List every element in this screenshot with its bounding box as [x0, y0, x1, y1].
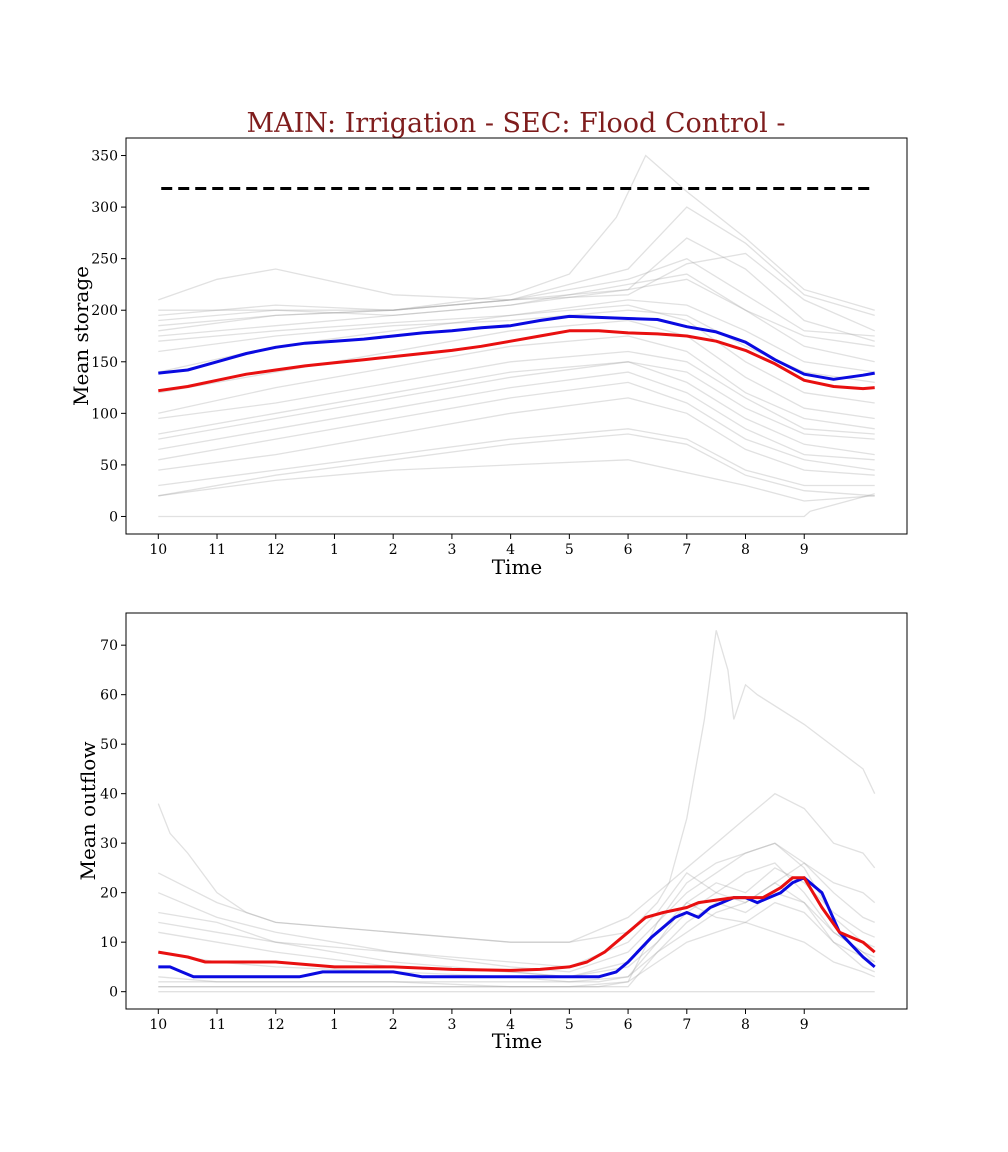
storage-y-tick-label: 300 [91, 200, 118, 216]
storage-background-line [158, 273, 875, 363]
outflow-background-line [158, 862, 876, 983]
storage-x-tick-label: 9 [800, 542, 809, 558]
outflow-x-tick-label: 6 [624, 1017, 633, 1033]
storage-highlight-lines [158, 314, 875, 393]
outflow-x-tick-label: 3 [447, 1017, 456, 1033]
storage-background-line [158, 371, 875, 461]
storage-background-line [158, 361, 875, 440]
storage-x-tick-label: 1 [330, 542, 339, 558]
storage-background-line [158, 381, 875, 471]
storage-y-tick-label: 100 [91, 406, 118, 422]
outflow-y-tick-label: 0 [109, 985, 118, 1001]
storage-y-tick-label: 0 [109, 509, 118, 525]
storage-y-axis-label: Mean storage [69, 266, 93, 406]
storage-x-tick-label: 2 [389, 542, 398, 558]
outflow-background-line [158, 842, 875, 988]
storage-y-tick-label: 250 [91, 252, 118, 268]
storage-x-tick-label: 3 [447, 542, 456, 558]
outflow-x-tick-label: 2 [389, 1017, 398, 1033]
outflow-y-tick-label: 70 [100, 638, 118, 654]
outflow-background-line [157, 630, 876, 943]
outflow-x-tick-label: 10 [149, 1017, 167, 1033]
outflow-x-tick-label: 5 [565, 1017, 574, 1033]
storage-background-line [158, 493, 875, 518]
storage-x-tick-label: 8 [741, 542, 750, 558]
outflow-y-tick-label: 20 [100, 886, 118, 902]
outflow-background-line [158, 792, 876, 943]
outflow-x-ticks: 10 11 12 1 2 3 4 5 6 7 8 9 [149, 1009, 809, 1033]
storage-background-line [158, 268, 875, 347]
storage-x-tick-label: 5 [565, 542, 574, 558]
storage-background-line [158, 257, 875, 337]
outflow-x-tick-label: 1 [330, 1017, 339, 1033]
storage-background-line [158, 428, 875, 487]
outflow-background-line [158, 862, 876, 968]
storage-background-line [158, 433, 875, 497]
storage-y-ticks: 0 50 100 150 200 250 300 350 [91, 149, 126, 525]
storage-background-line [158, 335, 875, 430]
outflow-y-ticks: 0 10 20 30 40 50 60 70 [100, 638, 126, 1001]
storage-background-line [158, 237, 875, 342]
outflow-x-tick-label: 8 [741, 1017, 750, 1033]
outflow-x-tick-label: 4 [506, 1017, 515, 1033]
outflow-y-tick-label: 60 [100, 688, 118, 704]
outflow-y-tick-label: 30 [100, 836, 118, 852]
storage-x-tick-label: 4 [506, 542, 515, 558]
storage-x-tick-label: 6 [624, 542, 633, 558]
storage-background-line [158, 252, 875, 332]
outflow-x-tick-label: 11 [208, 1017, 226, 1033]
outflow-plot-frame [125, 612, 908, 1010]
storage-background-line [158, 459, 875, 502]
outflow-x-axis-label: Time [492, 1029, 543, 1053]
outflow-background-line [158, 882, 875, 988]
outflow-background-lines [157, 630, 876, 993]
storage-y-tick-label: 200 [91, 303, 118, 319]
storage-x-tick-label: 12 [267, 542, 285, 558]
storage-background-line [158, 206, 875, 317]
outflow-blue-line [158, 876, 876, 979]
outflow-red-line [158, 876, 876, 972]
outflow-y-tick-label: 40 [100, 787, 118, 803]
outflow-background-line [158, 901, 875, 978]
outflow-background-line [158, 921, 875, 988]
outflow-background-line [158, 867, 875, 978]
chart-title: MAIN: Irrigation - SEC: Flood Control - [246, 108, 785, 139]
storage-background-line [158, 361, 875, 456]
outflow-x-tick-label: 9 [800, 1017, 809, 1033]
storage-x-tick-label: 7 [682, 542, 691, 558]
outflow-highlight-lines [158, 876, 876, 979]
storage-y-tick-label: 150 [91, 355, 118, 371]
outflow-y-axis-label: Mean outflow [76, 742, 100, 881]
storage-x-tick-label: 10 [149, 542, 167, 558]
storage-blue-line [158, 314, 875, 381]
outflow-background-line [158, 842, 875, 973]
storage-red-line [158, 329, 875, 393]
outflow-x-tick-label: 12 [267, 1017, 285, 1033]
storage-x-ticks: 10 11 12 1 2 3 4 5 6 7 8 9 [149, 534, 809, 558]
outflow-y-tick-label: 50 [100, 737, 118, 753]
storage-y-tick-label: 350 [91, 149, 118, 165]
storage-plot-frame [125, 137, 908, 535]
storage-x-tick-label: 11 [208, 542, 226, 558]
outflow-x-tick-label: 7 [682, 1017, 691, 1033]
outflow-y-tick-label: 10 [100, 935, 118, 951]
storage-y-tick-label: 50 [100, 458, 118, 474]
storage-x-axis-label: Time [492, 555, 543, 579]
storage-background-line [158, 397, 875, 476]
storage-background-line [158, 154, 875, 322]
storage-background-line [158, 350, 875, 435]
storage-background-line [158, 299, 875, 373]
outflow-background-line [158, 891, 875, 983]
